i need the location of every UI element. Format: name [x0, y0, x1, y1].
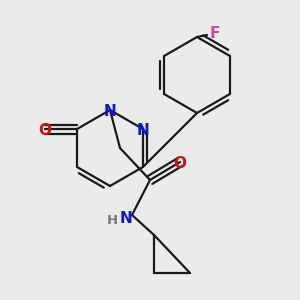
Text: H: H — [106, 214, 118, 227]
Text: N: N — [103, 104, 116, 119]
Text: F: F — [210, 26, 220, 41]
Text: O: O — [173, 156, 187, 171]
Text: O: O — [39, 123, 52, 138]
Text: N: N — [136, 123, 149, 138]
Text: N: N — [120, 211, 132, 226]
